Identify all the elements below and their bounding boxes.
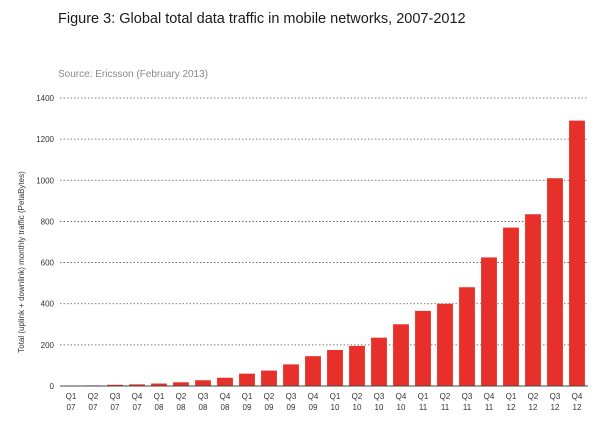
bar bbox=[349, 345, 365, 386]
gridlines bbox=[60, 97, 588, 346]
x-tick-label-year: 12 bbox=[551, 403, 560, 412]
x-tick-label-year: 10 bbox=[397, 403, 406, 412]
y-tick-label: 1400 bbox=[36, 94, 54, 103]
bar bbox=[261, 370, 277, 386]
y-tick-labels: 0 200 400 600 800 1000 1200 1400 bbox=[36, 94, 54, 391]
x-tick-label-quarter: Q3 bbox=[462, 392, 473, 401]
bar bbox=[415, 310, 431, 386]
x-tick-label-quarter: Q2 bbox=[352, 392, 363, 401]
x-tick-label-quarter: Q3 bbox=[286, 392, 297, 401]
y-axis-label: Total (uplink + downlink) monthly traffi… bbox=[17, 171, 26, 353]
bar bbox=[371, 337, 387, 386]
x-tick-label-year: 08 bbox=[221, 403, 230, 412]
bar bbox=[305, 356, 321, 386]
bar bbox=[547, 178, 563, 386]
x-tick-label-year: 11 bbox=[463, 403, 472, 412]
bar bbox=[525, 214, 541, 386]
y-tick-label: 400 bbox=[41, 300, 55, 309]
x-tick-label-quarter: Q2 bbox=[440, 392, 451, 401]
x-tick-label-quarter: Q1 bbox=[418, 392, 429, 401]
x-tick-label-quarter: Q4 bbox=[220, 392, 231, 401]
bar bbox=[129, 384, 145, 386]
x-tick-label-quarter: Q1 bbox=[66, 392, 77, 401]
x-tick-label-year: 11 bbox=[441, 403, 450, 412]
x-tick-label-year: 09 bbox=[265, 403, 274, 412]
y-tick-label: 1200 bbox=[36, 135, 54, 144]
bar bbox=[173, 382, 189, 386]
x-tick-label-quarter: Q4 bbox=[396, 392, 407, 401]
y-tick-label: 600 bbox=[41, 259, 55, 268]
bar bbox=[151, 383, 167, 386]
x-tick-label-quarter: Q3 bbox=[550, 392, 561, 401]
bar bbox=[195, 380, 211, 386]
y-tick-label: 800 bbox=[41, 217, 55, 226]
x-tick-label-quarter: Q1 bbox=[506, 392, 517, 401]
bar bbox=[107, 384, 123, 386]
chart-source: Source: Ericsson (February 2013) bbox=[58, 69, 209, 80]
bar bbox=[481, 257, 497, 386]
x-tick-label-quarter: Q4 bbox=[572, 392, 583, 401]
bar bbox=[217, 377, 233, 386]
x-tick-label-year: 09 bbox=[309, 403, 318, 412]
y-tick-label: 1000 bbox=[36, 176, 54, 185]
x-tick-label-quarter: Q2 bbox=[264, 392, 275, 401]
x-tick-label-year: 11 bbox=[419, 403, 428, 412]
chart-title: Figure 3: Global total data traffic in m… bbox=[58, 11, 466, 27]
x-tick-label-year: 10 bbox=[331, 403, 340, 412]
x-tick-label-year: 12 bbox=[507, 403, 516, 412]
x-tick-label-year: 07 bbox=[111, 403, 120, 412]
bar bbox=[459, 287, 475, 386]
x-tick-label-quarter: Q1 bbox=[242, 392, 253, 401]
bar bbox=[283, 364, 299, 386]
bar bbox=[503, 227, 519, 386]
x-tick-label-year: 08 bbox=[199, 403, 208, 412]
x-tick-label-quarter: Q4 bbox=[484, 392, 495, 401]
x-tick-label-year: 09 bbox=[243, 403, 252, 412]
x-tick-label-quarter: Q2 bbox=[88, 392, 99, 401]
y-tick-label: 0 bbox=[50, 382, 55, 391]
x-tick-label-quarter: Q4 bbox=[308, 392, 319, 401]
x-tick-labels: Q1 07 Q2 07 Q3 07 Q4 07 Q1 08 Q2 08 Q3 08 Q4 08 Q1 09 Q2 09… bbox=[66, 392, 583, 412]
y-tick-label: 200 bbox=[41, 341, 55, 350]
x-tick-label-year: 10 bbox=[353, 403, 362, 412]
bars bbox=[63, 120, 585, 387]
x-tick-label-year: 12 bbox=[529, 403, 538, 412]
bar bbox=[239, 373, 255, 386]
x-tick-label-year: 12 bbox=[573, 403, 582, 412]
x-tick-label-quarter: Q3 bbox=[198, 392, 209, 401]
x-tick-label-year: 08 bbox=[155, 403, 164, 412]
x-tick-label-year: 08 bbox=[177, 403, 186, 412]
x-tick-label-quarter: Q1 bbox=[154, 392, 165, 401]
x-tick-label-quarter: Q4 bbox=[132, 392, 143, 401]
x-tick-label-year: 07 bbox=[67, 403, 76, 412]
x-tick-label-year: 07 bbox=[89, 403, 98, 412]
bar bbox=[393, 324, 409, 386]
bar bbox=[569, 120, 585, 386]
x-tick-label-quarter: Q2 bbox=[528, 392, 539, 401]
x-tick-label-quarter: Q3 bbox=[374, 392, 385, 401]
x-tick-label-year: 10 bbox=[375, 403, 384, 412]
bar bbox=[327, 350, 343, 386]
bar bbox=[437, 303, 453, 386]
x-tick-label-year: 09 bbox=[287, 403, 296, 412]
x-tick-label-year: 07 bbox=[133, 403, 142, 412]
x-tick-label-quarter: Q2 bbox=[176, 392, 187, 401]
x-tick-label-quarter: Q1 bbox=[330, 392, 341, 401]
x-tick-label-quarter: Q3 bbox=[110, 392, 121, 401]
x-tick-label-year: 11 bbox=[485, 403, 494, 412]
